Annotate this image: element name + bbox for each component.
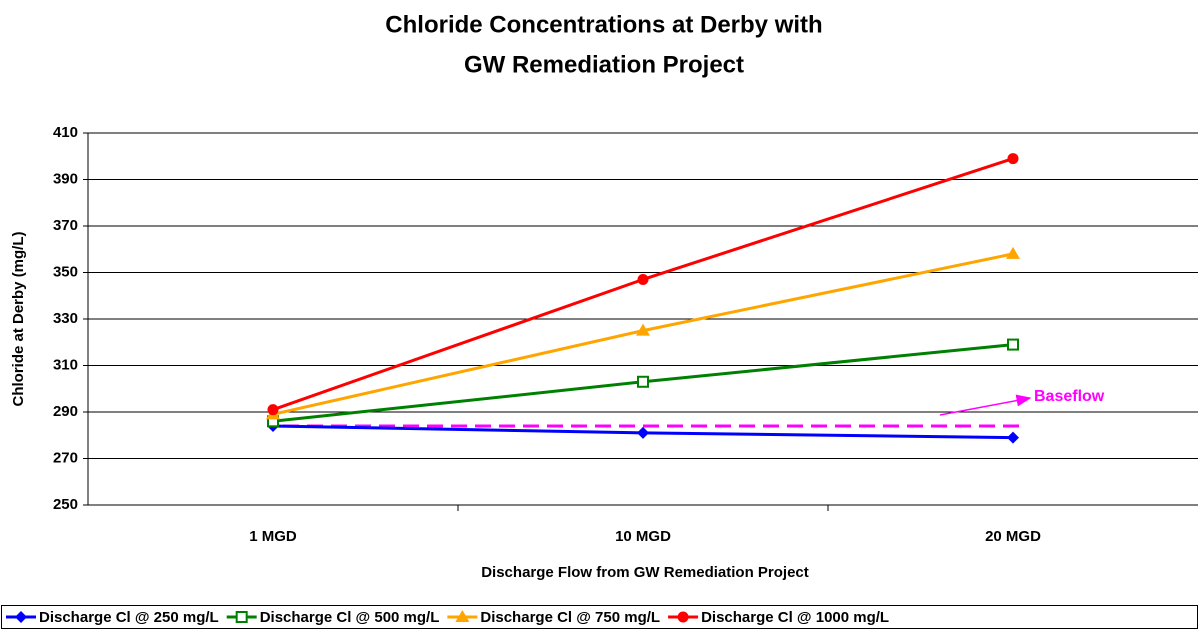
point bbox=[1007, 338, 1019, 351]
legend-label: Discharge Cl @ 250 mg/L bbox=[39, 609, 219, 626]
point bbox=[637, 375, 649, 388]
y-tick-label: 270 bbox=[53, 449, 78, 466]
point bbox=[455, 610, 470, 622]
x-tick-label: 20 MGD bbox=[985, 528, 1041, 545]
point bbox=[1006, 246, 1020, 259]
y-tick-label: 330 bbox=[53, 310, 78, 327]
y-axis-label: Chloride at Derby (mg/L) bbox=[10, 231, 27, 406]
point bbox=[1007, 431, 1019, 444]
y-tick-label: 410 bbox=[53, 124, 78, 141]
point bbox=[15, 611, 27, 623]
y-tick-label: 390 bbox=[53, 170, 78, 187]
chart-title: GW Remediation Project bbox=[464, 51, 744, 78]
point bbox=[637, 273, 649, 285]
y-tick-label: 370 bbox=[53, 217, 78, 234]
point bbox=[637, 426, 649, 439]
legend-label: Discharge Cl @ 500 mg/L bbox=[260, 609, 440, 626]
y-tick-label: 290 bbox=[53, 403, 78, 420]
point bbox=[235, 611, 248, 623]
y-tick-label: 350 bbox=[53, 263, 78, 280]
baseflow-label: Baseflow bbox=[1034, 388, 1105, 405]
x-tick-label: 10 MGD bbox=[615, 528, 671, 545]
y-tick-label: 250 bbox=[53, 496, 78, 513]
point bbox=[1007, 153, 1019, 165]
legend-box bbox=[1, 605, 1198, 629]
legend-label: Discharge Cl @ 750 mg/L bbox=[480, 609, 660, 626]
y-tick-label: 310 bbox=[53, 356, 78, 373]
point bbox=[636, 323, 650, 336]
point bbox=[267, 404, 279, 416]
x-axis-label: Discharge Flow from GW Remediation Proje… bbox=[481, 564, 809, 581]
chart-title: Chloride Concentrations at Derby with bbox=[385, 11, 822, 38]
baseflow-arrow bbox=[939, 394, 1032, 416]
legend-label: Discharge Cl @ 1000 mg/L bbox=[701, 609, 889, 626]
x-tick-label: 1 MGD bbox=[249, 528, 297, 545]
point bbox=[677, 611, 689, 623]
